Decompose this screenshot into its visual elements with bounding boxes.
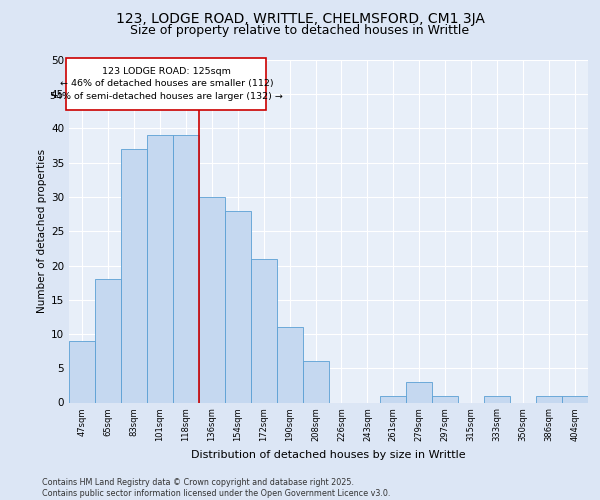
X-axis label: Distribution of detached houses by size in Writtle: Distribution of detached houses by size …	[191, 450, 466, 460]
Text: 123, LODGE ROAD, WRITTLE, CHELMSFORD, CM1 3JA: 123, LODGE ROAD, WRITTLE, CHELMSFORD, CM…	[116, 12, 484, 26]
Bar	[380, 396, 406, 402]
Bar	[69, 341, 95, 402]
Text: 123 LODGE ROAD: 125sqm
← 46% of detached houses are smaller (112)
54% of semi-de: 123 LODGE ROAD: 125sqm ← 46% of detached…	[50, 67, 283, 101]
Bar	[536, 396, 562, 402]
Bar	[251, 258, 277, 402]
FancyBboxPatch shape	[67, 58, 266, 110]
Y-axis label: Number of detached properties: Number of detached properties	[37, 149, 47, 314]
Bar	[147, 136, 173, 402]
Bar	[484, 396, 510, 402]
Bar	[199, 197, 224, 402]
Bar	[173, 136, 199, 402]
Bar	[302, 362, 329, 403]
Bar	[225, 210, 251, 402]
Bar	[95, 279, 121, 402]
Text: Size of property relative to detached houses in Writtle: Size of property relative to detached ho…	[130, 24, 470, 37]
Bar	[562, 396, 588, 402]
Bar	[277, 327, 302, 402]
Text: Contains HM Land Registry data © Crown copyright and database right 2025.
Contai: Contains HM Land Registry data © Crown c…	[42, 478, 391, 498]
Bar	[406, 382, 432, 402]
Bar	[121, 149, 147, 403]
Bar	[433, 396, 458, 402]
